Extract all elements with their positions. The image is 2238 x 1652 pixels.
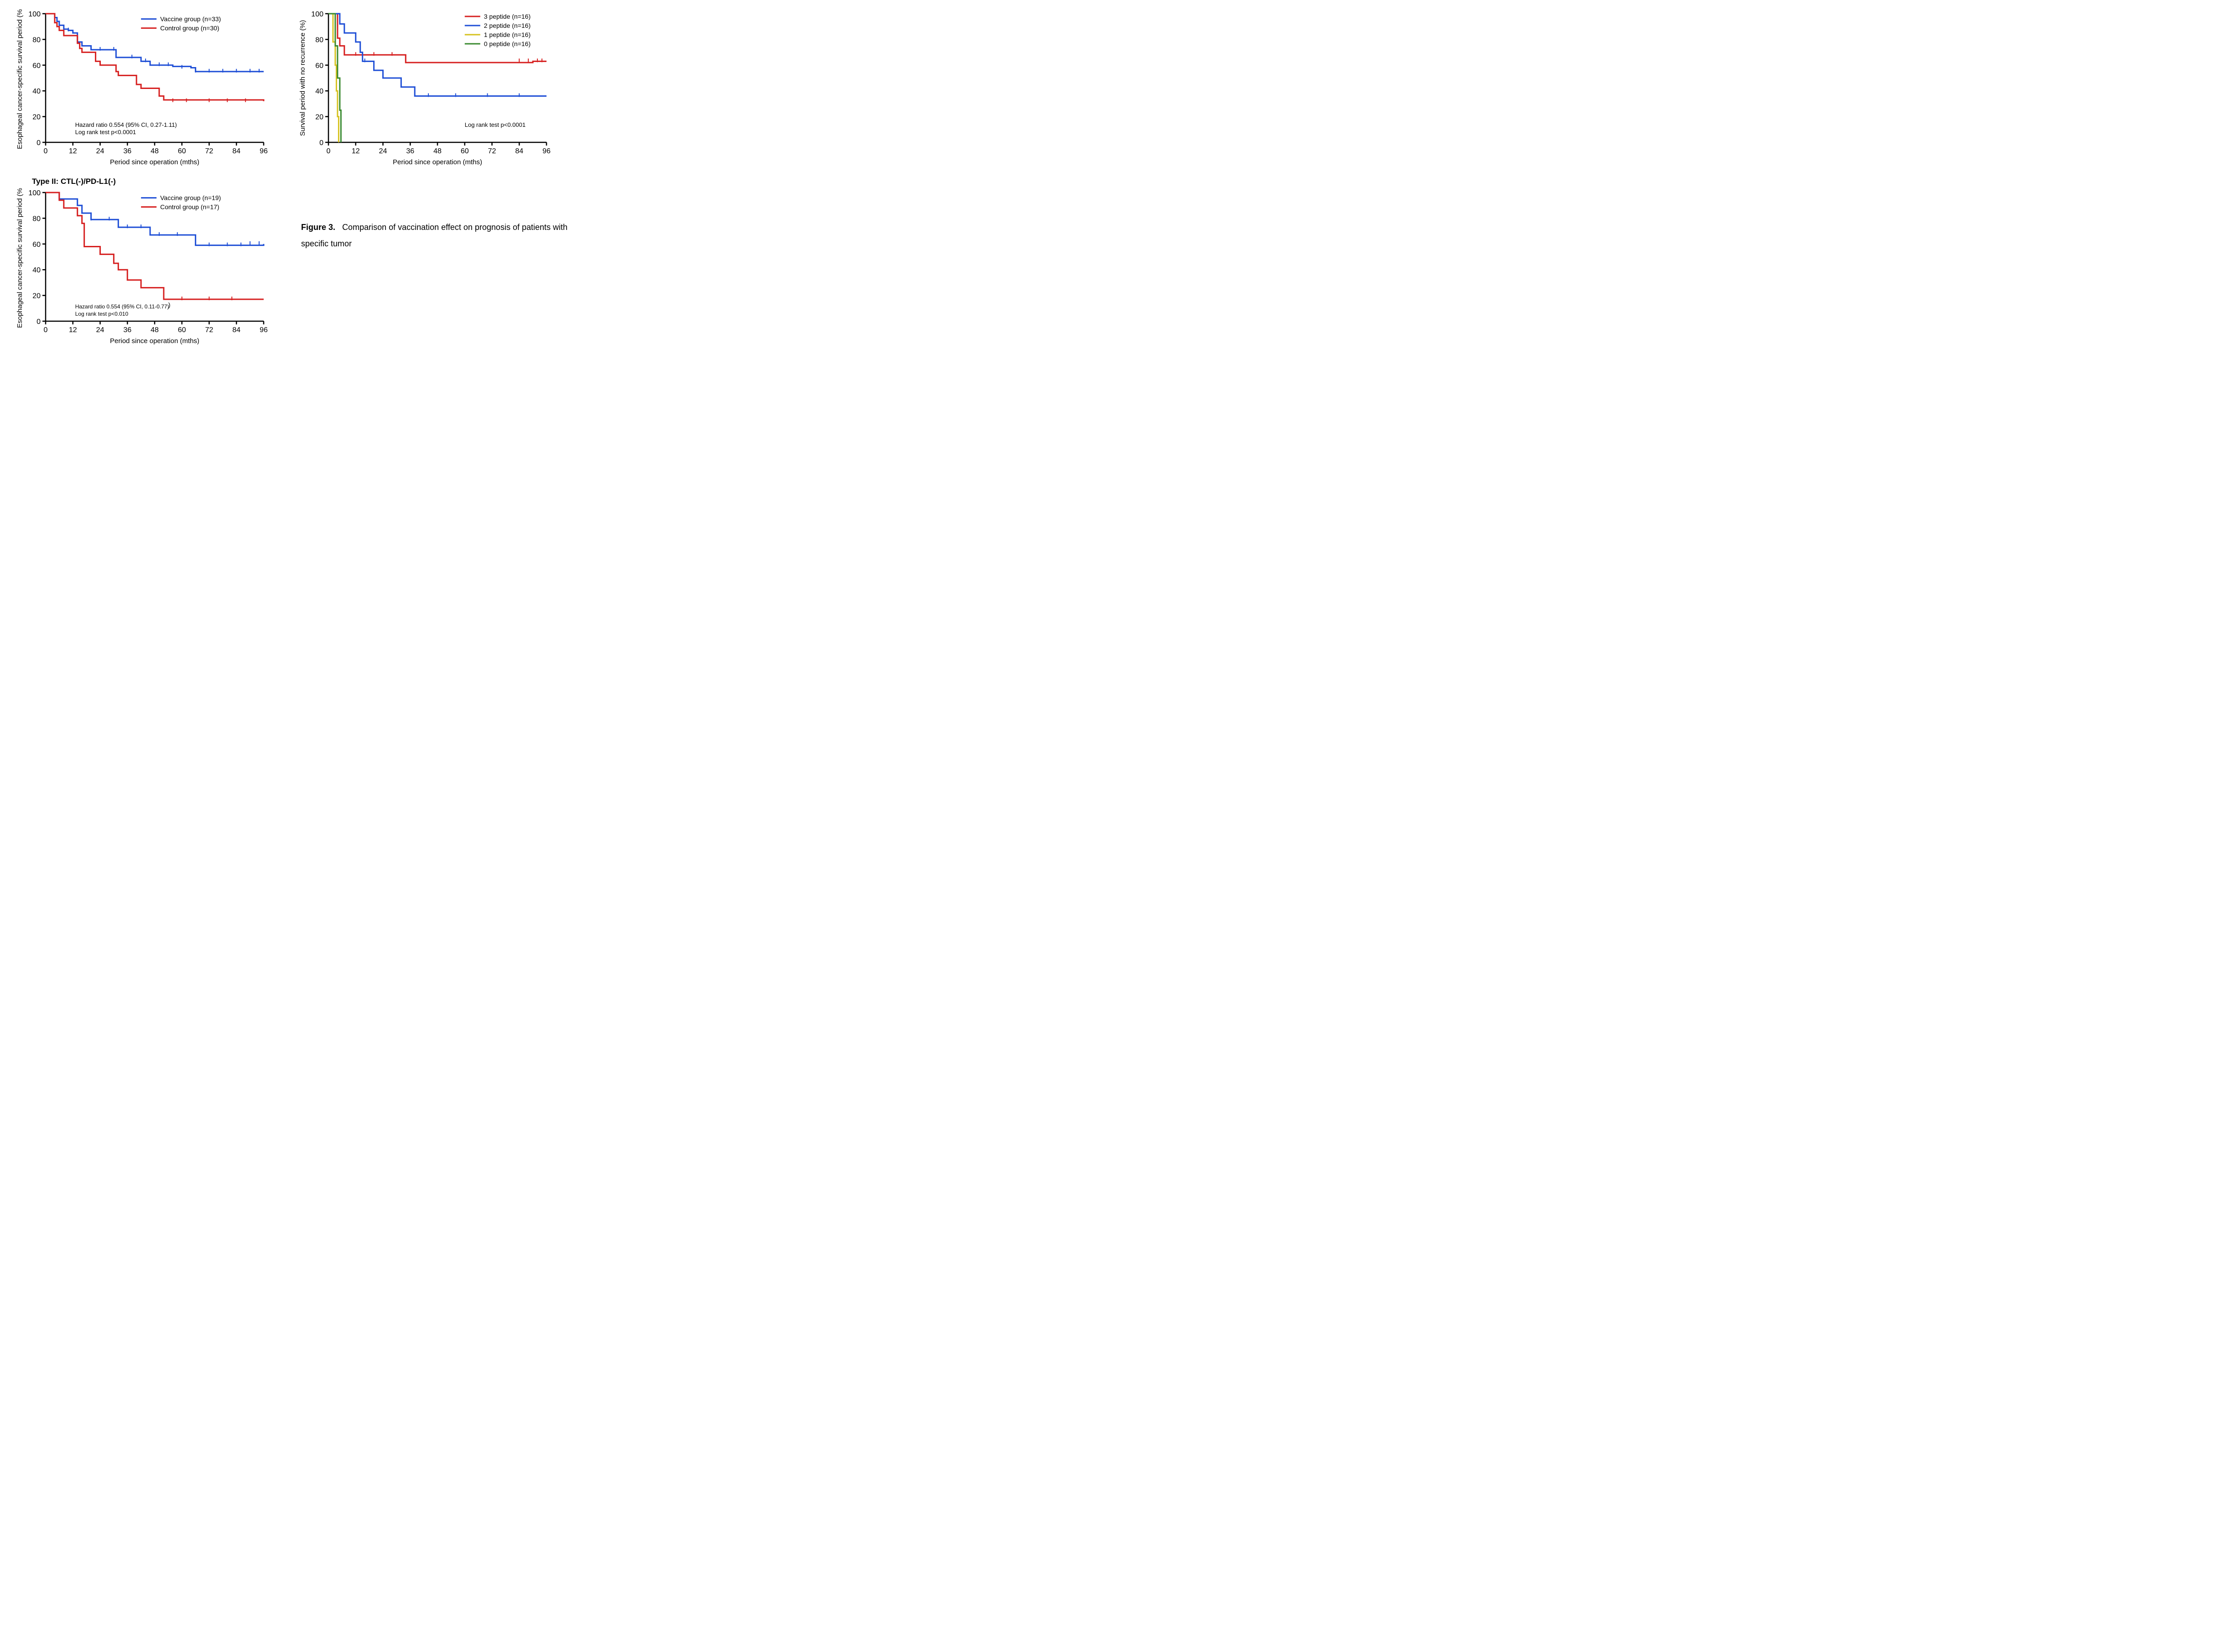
svg-text:84: 84 [515,147,523,155]
svg-text:0: 0 [36,139,41,147]
svg-text:12: 12 [69,326,77,334]
svg-text:Control group (n=17): Control group (n=17) [160,203,219,211]
svg-text:48: 48 [433,147,442,155]
svg-text:36: 36 [123,147,131,155]
svg-text:0: 0 [44,326,48,334]
svg-text:100: 100 [311,10,323,18]
svg-text:Hazard ratio 0.554 (95% CI, 0.: Hazard ratio 0.554 (95% CI, 0.27-1.11) [75,121,177,128]
caption-text: Comparison of vaccination effect on prog… [301,223,567,248]
svg-text:Period since operation (mths): Period since operation (mths) [393,158,482,166]
svg-text:48: 48 [151,326,159,334]
chart-b: 0 20 40 60 80 100 0 12 24 36 48 60 72 84 96 Period sinc… [297,9,552,169]
svg-text:0: 0 [319,139,323,147]
svg-text:Log rank test p<0.010: Log rank test p<0.010 [75,311,129,317]
svg-text:60: 60 [32,62,41,70]
svg-text:0: 0 [327,147,331,155]
svg-text:100: 100 [28,10,41,18]
svg-text:Esophageal cancer-specific sur: Esophageal cancer-specific survival peri… [16,9,24,149]
caption-label: Figure 3. [301,223,335,232]
figure-page: 0 20 40 60 80 100 0 12 24 36 48 60 72 84 96 Period sinc… [0,0,584,370]
svg-text:Hazard ratio 0.554 (95% CI, 0.: Hazard ratio 0.554 (95% CI, 0.11-0.77) [75,303,169,310]
svg-text:24: 24 [96,326,104,334]
svg-text:72: 72 [488,147,496,155]
svg-text:3 peptide (n=16): 3 peptide (n=16) [484,13,531,20]
svg-text:Vaccine group (n=19): Vaccine group (n=19) [160,194,221,202]
svg-text:24: 24 [379,147,387,155]
svg-text:Period since operation (mths): Period since operation (mths) [110,158,199,166]
svg-text:20: 20 [32,114,41,121]
svg-text:84: 84 [232,326,240,334]
svg-text:72: 72 [205,326,213,334]
svg-text:): ) [168,301,171,308]
svg-text:36: 36 [123,326,131,334]
svg-text:72: 72 [205,147,213,155]
panel-c: Type II: CTL(-)/PD-L1(-) 0 20 40 60 80 100 0 12… [14,173,269,348]
svg-text:100: 100 [28,189,41,197]
svg-text:0: 0 [44,147,48,155]
svg-text:1 peptide (n=16): 1 peptide (n=16) [484,31,531,38]
svg-text:0: 0 [36,318,41,326]
svg-text:20: 20 [32,292,41,300]
panel-b: 0 20 40 60 80 100 0 12 24 36 48 60 72 84 96 Period sinc… [297,9,552,169]
svg-text:20: 20 [315,114,323,121]
figure-caption: Figure 3. Comparison of vaccination effe… [297,173,570,252]
row-top: 0 20 40 60 80 100 0 12 24 36 48 60 72 84 96 Period sinc… [14,9,570,169]
svg-text:Esophageal cancer-specific sur: Esophageal cancer-specific survival peri… [16,188,24,328]
svg-text:60: 60 [461,147,469,155]
chart-a: 0 20 40 60 80 100 0 12 24 36 48 60 72 84 96 Period sinc… [14,9,269,169]
svg-text:80: 80 [315,36,323,44]
svg-text:Log rank test p<0.0001: Log rank test p<0.0001 [75,129,136,135]
svg-text:80: 80 [32,36,41,44]
svg-text:36: 36 [406,147,414,155]
svg-text:24: 24 [96,147,104,155]
panel-a: 0 20 40 60 80 100 0 12 24 36 48 60 72 84 96 Period sinc… [14,9,269,169]
svg-text:48: 48 [151,147,159,155]
svg-text:96: 96 [542,147,551,155]
svg-text:12: 12 [69,147,77,155]
svg-text:80: 80 [32,215,41,223]
svg-text:Log rank test p<0.0001: Log rank test p<0.0001 [465,121,526,128]
row-bottom: Type II: CTL(-)/PD-L1(-) 0 20 40 60 80 100 0 12… [14,173,570,348]
svg-text:12: 12 [352,147,360,155]
svg-text:0 peptide (n=16): 0 peptide (n=16) [484,40,531,47]
svg-text:40: 40 [315,88,323,95]
svg-text:2 peptide (n=16): 2 peptide (n=16) [484,22,531,29]
chart-c: 0 20 40 60 80 100 0 12 24 36 48 60 72 84 96 Period sinc… [14,188,269,348]
svg-text:Survival period with no recurr: Survival period with no recurrence (%) [299,20,307,136]
svg-text:Control group (n=30): Control group (n=30) [160,25,219,32]
svg-text:96: 96 [260,147,268,155]
svg-text:60: 60 [178,326,186,334]
svg-text:60: 60 [178,147,186,155]
svg-text:96: 96 [260,326,268,334]
svg-text:40: 40 [32,266,41,274]
svg-text:60: 60 [32,241,41,249]
svg-text:40: 40 [32,88,41,95]
svg-text:60: 60 [315,62,323,70]
svg-text:84: 84 [232,147,240,155]
svg-text:Vaccine group (n=33): Vaccine group (n=33) [160,16,221,23]
panel-c-title: Type II: CTL(-)/PD-L1(-) [32,177,269,186]
svg-text:Period since operation (mths): Period since operation (mths) [110,337,199,345]
